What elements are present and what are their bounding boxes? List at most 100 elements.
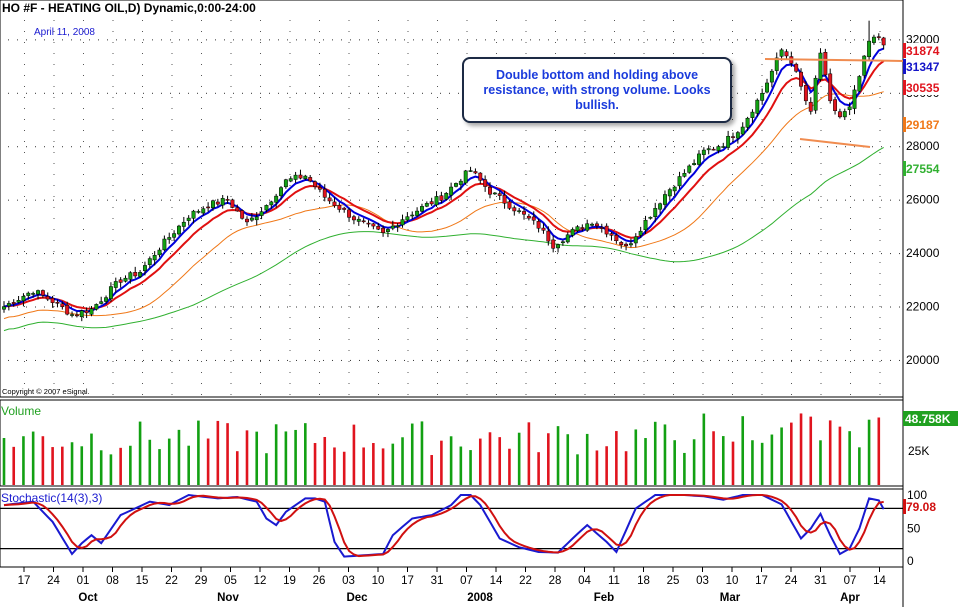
- resistance-line: [764, 58, 904, 62]
- candle-body: [142, 265, 147, 272]
- candle-body: [390, 225, 395, 229]
- stoch-badge-bg: [903, 499, 941, 514]
- volume-bar: [187, 445, 190, 485]
- candle-body: [65, 305, 70, 315]
- candle-body: [405, 216, 410, 221]
- candle-body: [556, 244, 560, 249]
- volume-bar: [284, 431, 288, 485]
- candle-body: [21, 295, 26, 302]
- price-tick-label: 20000: [906, 353, 940, 367]
- volume-bar: [12, 446, 16, 485]
- candle-body: [108, 286, 113, 299]
- candle-body: [692, 163, 697, 166]
- candle-body: [327, 197, 332, 202]
- volume-bar: [22, 436, 25, 485]
- candle-body: [813, 77, 818, 111]
- support-line: [799, 138, 871, 148]
- candle-body: [842, 111, 847, 118]
- volume-tick-label: 25K: [908, 444, 929, 458]
- price-badge-bg: [903, 80, 941, 95]
- candle-body: [560, 241, 565, 244]
- candle-body: [259, 211, 264, 216]
- volume-bar: [158, 449, 161, 485]
- candle-body: [852, 89, 857, 109]
- candle-body: [196, 211, 201, 213]
- price-badge-marker: [903, 80, 906, 95]
- candle-body: [619, 242, 624, 245]
- candle-body: [677, 176, 682, 187]
- x-tick-label: 15: [136, 575, 149, 587]
- candle-body: [215, 201, 220, 205]
- candle-body: [376, 226, 381, 230]
- candle-body: [332, 201, 337, 206]
- candle-body: [857, 76, 862, 92]
- candle-body: [580, 227, 585, 230]
- candle-body: [181, 221, 186, 227]
- candle-body: [808, 101, 813, 112]
- price-tick-label: 26000: [906, 193, 940, 207]
- candle-body: [366, 222, 371, 225]
- volume-bar: [99, 450, 103, 485]
- candle-body: [99, 301, 104, 304]
- volume-bar: [381, 448, 385, 485]
- volume-bar: [838, 426, 842, 485]
- volume-bar: [333, 447, 336, 485]
- x-tick-label: 29: [195, 575, 208, 587]
- volume-bar: [323, 436, 327, 485]
- price-tick-label: 24000: [906, 246, 940, 260]
- volume-bar: [556, 426, 560, 485]
- stochastic-label: Stochastic(14(3),3): [1, 491, 102, 505]
- volume-bar: [644, 438, 647, 485]
- candle-body: [711, 148, 716, 151]
- candle-body: [84, 310, 89, 314]
- candle-body: [157, 249, 162, 256]
- candle-body: [356, 218, 361, 222]
- x-tick-label: 07: [460, 575, 473, 587]
- candle-body: [463, 170, 468, 184]
- x-tick-label: 10: [726, 575, 739, 587]
- x-tick-label: 11: [608, 575, 620, 587]
- candle-body: [701, 149, 706, 155]
- price-badge: 30535: [906, 81, 940, 95]
- candle-body: [760, 92, 765, 101]
- candle-body: [225, 199, 230, 201]
- candle-body: [337, 205, 342, 210]
- candle-body: [123, 277, 128, 282]
- volume-bar: [61, 446, 64, 485]
- candle-body: [6, 303, 11, 307]
- candle-body: [507, 201, 512, 209]
- candle-body: [682, 173, 687, 177]
- candle-body: [823, 52, 828, 76]
- candle-body: [50, 297, 55, 303]
- candle-body: [201, 208, 206, 214]
- candle-body: [604, 225, 609, 235]
- candle-body: [638, 230, 643, 236]
- candle-body: [317, 187, 322, 190]
- price-badge: 29187: [906, 118, 940, 132]
- candle-body: [162, 238, 167, 251]
- x-tick-label: 24: [785, 575, 798, 587]
- volume-bar: [702, 413, 706, 485]
- month-label: Apr: [840, 592, 860, 604]
- candle-body: [531, 216, 536, 221]
- candle-body: [128, 272, 133, 280]
- volume-bar: [255, 431, 259, 485]
- volume-bar: [119, 447, 122, 485]
- volume-bar: [624, 451, 628, 485]
- volume-bar: [90, 433, 93, 485]
- candle-body: [322, 188, 327, 198]
- candle-body: [351, 216, 356, 221]
- volume-bar: [780, 427, 783, 485]
- volume-bar: [352, 424, 356, 485]
- candle-body: [837, 111, 842, 118]
- volume-bar: [498, 437, 502, 485]
- candle-body: [765, 82, 769, 93]
- candle-body: [138, 272, 143, 277]
- candle-body: [599, 227, 604, 229]
- candle-body: [36, 290, 40, 295]
- candle-body: [867, 40, 872, 58]
- candle-body: [55, 302, 60, 304]
- volume-bar: [605, 446, 608, 485]
- price-badge: 31874: [906, 44, 940, 58]
